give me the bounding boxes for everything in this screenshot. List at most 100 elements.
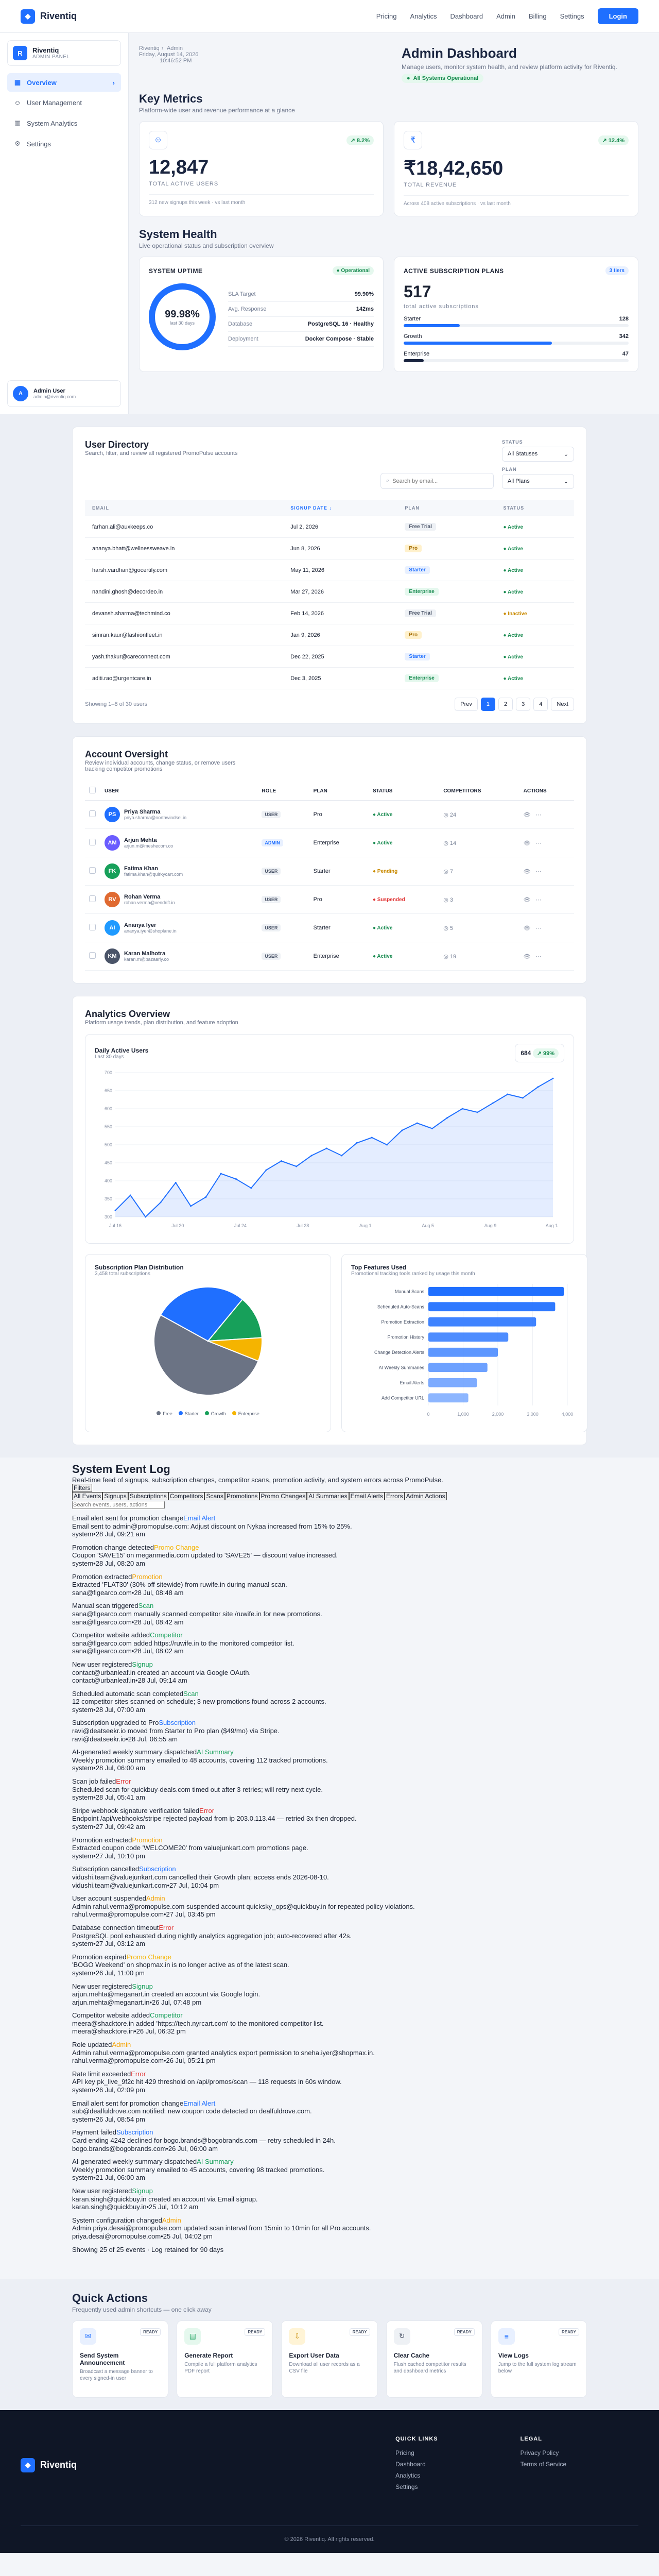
view-icon[interactable]: 👁 <box>523 925 531 931</box>
event-tab[interactable]: Email Alerts <box>349 1492 385 1500</box>
quick-action-card[interactable]: ⇩ READY Export User Data Download all use… <box>281 2320 378 2398</box>
column-header[interactable]: PLAN <box>397 500 496 516</box>
event-tab[interactable]: AI Summaries <box>307 1492 349 1500</box>
feature-bar[interactable] <box>428 1347 498 1357</box>
next-page-button[interactable]: Next <box>551 698 574 711</box>
table-row[interactable]: RV Rohan Verma rohan.verma@vendrift.in US… <box>85 885 574 914</box>
table-row[interactable]: AM Arjun Mehta arjun.m@meshecom.co ADMIN … <box>85 828 574 857</box>
pie-slice-enterprise[interactable] <box>207 1337 263 1362</box>
row-checkbox[interactable] <box>89 895 96 902</box>
filters-button[interactable]: Filters <box>72 1484 92 1492</box>
view-icon[interactable]: 👁 <box>523 896 531 903</box>
prev-page-button[interactable]: Prev <box>455 698 478 711</box>
table-row[interactable]: yash.thakur@careconnect.com Dec 22, 2025… <box>85 646 574 668</box>
feature-bar[interactable] <box>428 1286 564 1296</box>
more-icon[interactable]: ⋯ <box>535 896 542 903</box>
more-icon[interactable]: ⋯ <box>535 953 542 960</box>
page-button[interactable]: 4 <box>533 698 548 711</box>
footer-link[interactable]: Privacy Policy <box>520 2449 559 2456</box>
event-tab[interactable]: Promo Changes <box>259 1492 307 1500</box>
table-row[interactable]: KM Karan Malhotra karan.m@bazaarly.co USE… <box>85 942 574 971</box>
feature-bar[interactable] <box>428 1393 469 1403</box>
more-icon[interactable]: ⋯ <box>535 840 542 846</box>
footer-link[interactable]: Terms of Service <box>520 2460 566 2468</box>
event-tab[interactable]: Errors <box>384 1492 405 1500</box>
search-input[interactable] <box>392 478 480 484</box>
event-tab[interactable]: Scans <box>204 1492 225 1500</box>
feature-bar[interactable] <box>428 1378 477 1387</box>
table-row[interactable]: FK Fatima Khan fatima.khan@quirkycart.com… <box>85 857 574 886</box>
breadcrumb-item[interactable]: Riventiq <box>139 45 160 52</box>
footer-link[interactable]: Dashboard <box>395 2460 426 2468</box>
event-tab[interactable]: Promotions <box>224 1492 259 1500</box>
column-header-sorted[interactable]: SIGNUP DATE ↓ <box>283 500 398 516</box>
sidebar-item-system-analytics[interactable]: ▥ System Analytics <box>7 114 121 132</box>
table-row[interactable]: devansh.sharma@techmind.co Feb 14, 2026 … <box>85 602 574 624</box>
footer-brand[interactable]: ◆ Riventiq <box>21 2436 77 2495</box>
feature-bar[interactable] <box>428 1363 488 1372</box>
column-header[interactable]: EMAIL <box>85 500 284 516</box>
table-row[interactable]: farhan.ali@auxkeeps.co Jul 2, 2026 Free … <box>85 516 574 538</box>
feature-bar[interactable] <box>428 1332 509 1342</box>
login-button[interactable]: Login <box>597 8 638 24</box>
pie-slice-growth[interactable] <box>206 1298 263 1342</box>
more-icon[interactable]: ⋯ <box>535 868 542 875</box>
page-button[interactable]: 1 <box>480 698 495 711</box>
event-tab[interactable]: Signups <box>102 1492 128 1500</box>
page-button[interactable]: 3 <box>516 698 531 711</box>
quick-action-card[interactable]: ✉ READY Send System Announcement Broadcas… <box>72 2320 169 2398</box>
view-icon[interactable]: 👁 <box>523 840 531 846</box>
feature-bar[interactable] <box>428 1317 536 1327</box>
brand-logo[interactable]: ◆ Riventiq <box>21 9 77 24</box>
table-row[interactable]: simran.kaur@fashionfleet.in Jan 9, 2026 … <box>85 624 574 646</box>
nav-link-dashboard[interactable]: Dashboard <box>450 12 483 20</box>
row-checkbox[interactable] <box>89 810 96 817</box>
view-icon[interactable]: 👁 <box>523 811 531 818</box>
quick-action-card[interactable]: ▤ READY Generate Report Compile a full pl… <box>177 2320 273 2398</box>
quick-action-name: Generate Report <box>184 2351 233 2359</box>
quick-action-card[interactable]: ≡ READY View Logs Jump to the full system… <box>490 2320 587 2398</box>
pie-slice-starter[interactable] <box>160 1286 244 1342</box>
sidebar-item-user-management[interactable]: ☺ User Management <box>7 94 121 112</box>
row-checkbox[interactable] <box>89 952 96 959</box>
feature-bar[interactable] <box>428 1302 556 1312</box>
table-row[interactable]: PS Priya Sharma priya.sharma@northwindsel… <box>85 800 574 829</box>
more-icon[interactable]: ⋯ <box>535 925 542 931</box>
page-button[interactable]: 2 <box>498 698 513 711</box>
quick-action-card[interactable]: ↻ READY Clear Cache Flush cached competit… <box>386 2320 482 2398</box>
event-tab[interactable]: Subscriptions <box>128 1492 168 1500</box>
event-tab[interactable]: Admin Actions <box>404 1492 447 1500</box>
workspace-switcher[interactable]: R Riventiq ADMIN PANEL <box>7 40 121 66</box>
nav-link-billing[interactable]: Billing <box>528 12 547 20</box>
select-all-checkbox[interactable] <box>89 787 96 793</box>
plan-filter-select[interactable]: All Plans ⌄ <box>502 474 574 489</box>
event-search-input[interactable] <box>72 1501 165 1509</box>
nav-link-pricing[interactable]: Pricing <box>376 12 397 20</box>
view-icon[interactable]: 👁 <box>523 868 531 875</box>
footer-link[interactable]: Settings <box>395 2483 418 2490</box>
table-row[interactable]: ananya.bhatt@wellnessweave.in Jun 8, 202… <box>85 537 574 560</box>
view-icon[interactable]: 👁 <box>523 953 531 960</box>
sidebar-user-card[interactable]: A Admin User admin@riventiq.com <box>7 380 121 407</box>
table-row[interactable]: harsh.vardhan@gocertify.com May 11, 2026… <box>85 559 574 581</box>
search-box[interactable]: ⌕ <box>380 473 494 489</box>
event-tab[interactable]: All Events <box>72 1492 103 1500</box>
event-tab[interactable]: Competitors <box>168 1492 205 1500</box>
sidebar-item-overview[interactable]: ▦ Overview › <box>7 73 121 92</box>
status-filter-select[interactable]: All Statuses ⌄ <box>502 447 574 462</box>
footer-link[interactable]: Analytics <box>395 2471 421 2479</box>
table-row[interactable]: AI Ananya Iyer ananya.iyer@shoplane.in US… <box>85 913 574 942</box>
column-header[interactable]: STATUS <box>496 500 574 516</box>
sidebar-item-settings[interactable]: ⚙ Settings <box>7 134 121 153</box>
nav-link-analytics[interactable]: Analytics <box>410 12 437 20</box>
nav-link-admin[interactable]: Admin <box>496 12 515 20</box>
table-row[interactable]: aditi.rao@urgentcare.in Dec 3, 2025 Ente… <box>85 667 574 689</box>
footer-link[interactable]: Pricing <box>395 2449 414 2456</box>
table-row[interactable]: nandini.ghosh@decordeo.in Mar 27, 2026 E… <box>85 581 574 603</box>
pie-slice-free[interactable] <box>153 1314 259 1396</box>
more-icon[interactable]: ⋯ <box>535 811 542 818</box>
row-checkbox[interactable] <box>89 867 96 874</box>
row-checkbox[interactable] <box>89 924 96 930</box>
nav-link-settings[interactable]: Settings <box>560 12 584 20</box>
row-checkbox[interactable] <box>89 839 96 845</box>
